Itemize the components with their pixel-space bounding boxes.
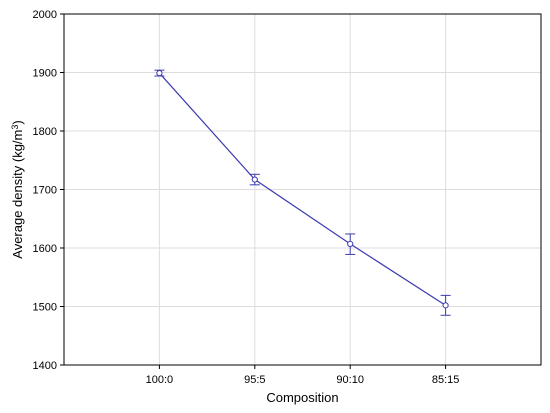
data-point	[251, 176, 258, 183]
y-axis-label-end: )	[10, 120, 25, 124]
x-tick-label: 90:10	[336, 374, 364, 386]
y-axis-label: Average density (kg/m3)	[10, 120, 25, 258]
y-tick-label: 1600	[33, 243, 57, 255]
data-point	[442, 302, 449, 309]
y-tick-label: 1700	[33, 185, 57, 197]
y-axis: 1400 1500 1600 1700 1800 1900 2000	[33, 9, 64, 372]
x-tick-label: 95:5	[244, 374, 265, 386]
series-group	[154, 69, 451, 316]
x-tick-label: 85:15	[432, 374, 460, 386]
x-tick-label: 100:0	[146, 374, 174, 386]
y-tick-label: 1500	[33, 302, 57, 314]
x-axis: 100:0 95:5 90:10 85:15	[146, 365, 460, 386]
series-line	[158, 72, 446, 306]
y-tick-label: 1800	[33, 126, 57, 138]
y-tick-label: 2000	[33, 9, 57, 21]
data-point	[347, 240, 354, 248]
y-axis-label-superscript: 3	[10, 125, 20, 130]
y-tick-label: 1900	[33, 68, 57, 80]
x-axis-label: Composition	[266, 390, 338, 405]
y-axis-label-base: Average density (kg/m	[10, 130, 25, 259]
y-tick-label: 1400	[33, 360, 57, 372]
data-point	[156, 69, 163, 77]
